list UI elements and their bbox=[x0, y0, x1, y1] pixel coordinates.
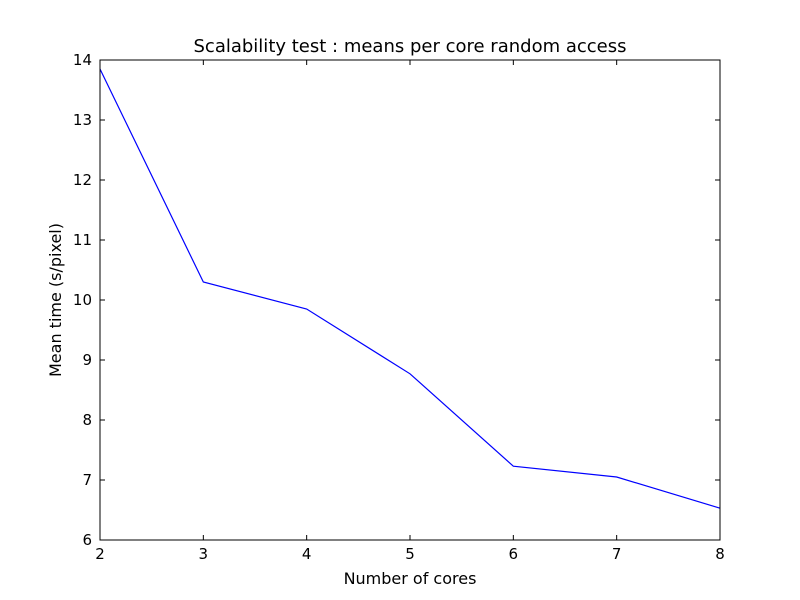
x-tick-label: 5 bbox=[405, 545, 415, 563]
y-axis-label: Mean time (s/pixel) bbox=[46, 223, 65, 377]
y-tick-label: 11 bbox=[73, 231, 92, 249]
y-tick-label: 7 bbox=[82, 471, 92, 489]
chart-title: Scalability test : means per core random… bbox=[194, 36, 627, 57]
series-layer bbox=[99, 68, 721, 509]
x-axis-label: Number of cores bbox=[344, 569, 477, 588]
x-tick-label: 3 bbox=[199, 545, 209, 563]
x-tick-label: 7 bbox=[612, 545, 622, 563]
x-tick-label: 4 bbox=[302, 545, 312, 563]
y-tick-label: 10 bbox=[73, 291, 92, 309]
plot-frame bbox=[99, 59, 721, 541]
series-line-0 bbox=[99, 68, 721, 509]
y-tick-label: 14 bbox=[73, 51, 92, 69]
x-tick-label: 8 bbox=[715, 545, 725, 563]
y-tick-label: 13 bbox=[73, 111, 92, 129]
x-tick-label: 2 bbox=[95, 545, 105, 563]
y-tick-label: 8 bbox=[82, 411, 92, 429]
axis-ticks: 2 3 4 5 6 7 8 6 7 8 9 10 11 12 13 14 bbox=[73, 51, 725, 563]
y-tick-label: 6 bbox=[82, 531, 92, 549]
x-tick-label: 6 bbox=[509, 545, 519, 563]
y-tick-label: 9 bbox=[82, 351, 92, 369]
y-tick-label: 12 bbox=[73, 171, 92, 189]
